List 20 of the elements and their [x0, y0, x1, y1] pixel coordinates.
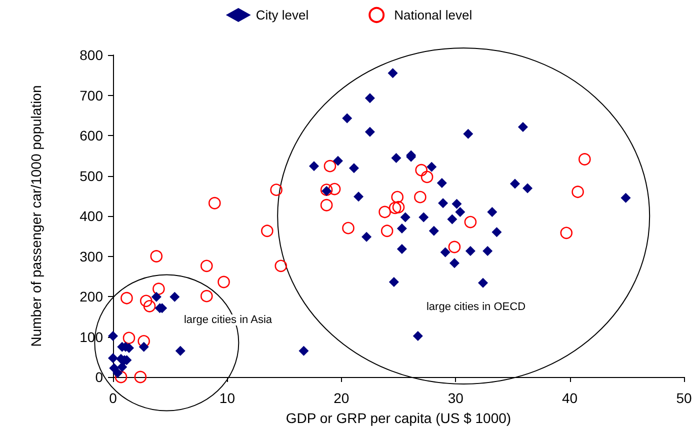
legend-label: National level: [394, 8, 472, 22]
x-tick-label: 10: [219, 390, 236, 406]
y-tick-label: 400: [80, 208, 104, 224]
x-tick-label: 20: [334, 390, 350, 406]
annotation: large cities in Asia: [184, 314, 273, 326]
x-tick-label: 30: [448, 390, 464, 406]
y-tick-label: 300: [80, 248, 104, 264]
y-tick-label: 600: [80, 128, 104, 144]
y-tick-label: 200: [80, 288, 104, 304]
annotation: large cities in OECD: [426, 301, 526, 313]
legend-label: City level: [256, 8, 309, 22]
y-axis-title: Number of passenger car/1000 population: [28, 85, 44, 347]
y-tick-label: 0: [95, 369, 104, 385]
x-axis-title: GDP or GRP per capita (US $ 1000): [286, 410, 512, 426]
y-tick-label: 500: [80, 168, 104, 184]
y-tick-label: 700: [80, 87, 104, 104]
x-tick-label: 50: [676, 390, 692, 406]
x-tick-label: 0: [109, 390, 118, 406]
y-tick-label: 800: [80, 47, 104, 63]
x-tick-label: 40: [562, 390, 578, 406]
